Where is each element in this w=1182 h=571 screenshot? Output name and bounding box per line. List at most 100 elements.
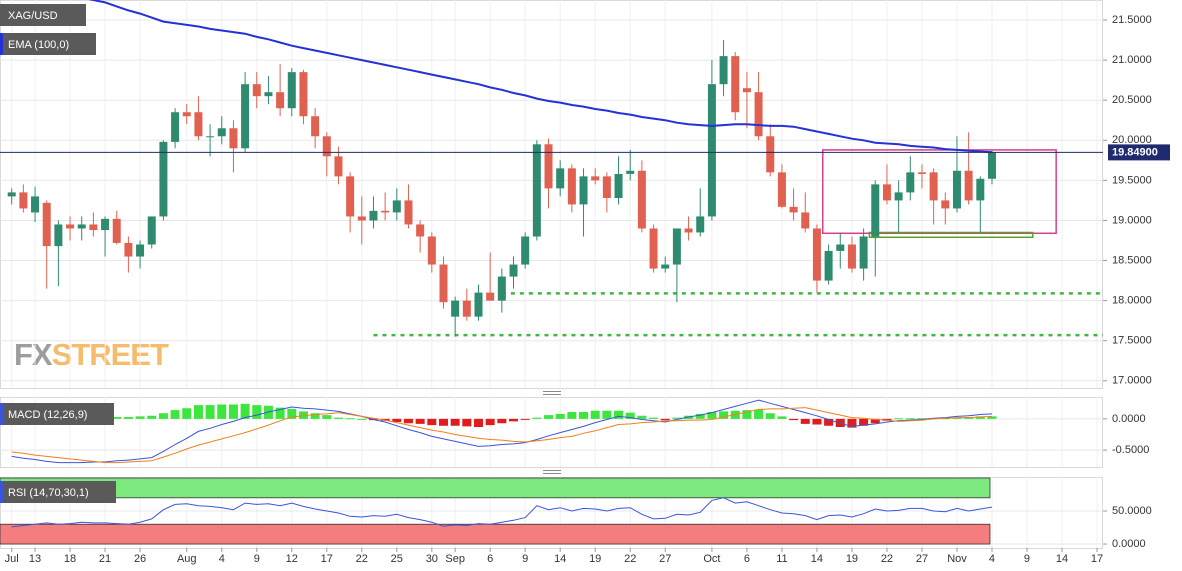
macd-bar: [765, 413, 775, 419]
x-tick-label: 30: [426, 553, 438, 565]
candle-body: [42, 202, 51, 247]
macd-bar: [403, 418, 413, 424]
x-tick-label: 18: [64, 553, 76, 565]
candle-body: [754, 92, 763, 137]
x-tick-label: 19: [589, 553, 601, 565]
candle-body: [31, 196, 40, 213]
macd-bar: [567, 412, 577, 419]
macd-bar: [579, 412, 589, 419]
macd-bar: [275, 407, 285, 419]
candle-body: [684, 228, 693, 233]
y-tick-label: 17.0000: [1112, 375, 1152, 387]
annotation-box: [868, 231, 1034, 239]
macd-bar: [824, 418, 834, 426]
rsi-band: [0, 477, 991, 499]
candle-body: [182, 112, 191, 117]
candle-body: [54, 224, 63, 247]
macd-bar: [649, 417, 659, 419]
macd-bar: [509, 418, 519, 422]
macd-bar: [847, 418, 857, 428]
macd-bar: [975, 416, 985, 419]
candle-body: [299, 72, 308, 117]
y-tick-label: 20.5000: [1112, 94, 1152, 106]
candle-body: [917, 172, 926, 174]
candle-body: [567, 168, 576, 205]
macd-bar: [357, 418, 367, 420]
x-tick-label: Nov: [947, 553, 967, 565]
candle-body: [287, 72, 296, 109]
candle-body: [357, 216, 366, 221]
x-tick-label: 27: [916, 553, 928, 565]
macd-bar: [158, 413, 168, 419]
candle-body: [311, 116, 320, 137]
candle-body: [719, 56, 728, 85]
candle-body: [147, 216, 156, 245]
macd-bar: [287, 408, 297, 419]
x-tick-label: 17: [1091, 553, 1103, 565]
candle-body: [497, 276, 506, 301]
candle-body: [252, 84, 261, 97]
candle-body: [101, 218, 110, 231]
last-price-box: [1108, 144, 1170, 161]
candle-body: [381, 210, 390, 213]
candle-body: [136, 244, 145, 257]
x-tick-label: 27: [659, 553, 671, 565]
series-line: [11, 399, 993, 464]
x-tick-label: 17: [321, 553, 333, 565]
candle-body: [66, 224, 75, 229]
macd-bar: [228, 404, 238, 419]
x-tick-label: 6: [487, 553, 493, 565]
macd-bar: [182, 408, 192, 419]
candle-body: [672, 228, 681, 265]
candle-body: [544, 144, 553, 189]
candle-body: [894, 192, 903, 201]
x-tick-label: 9: [522, 553, 528, 565]
macd-bar: [894, 418, 904, 420]
series-line: [11, 407, 993, 464]
y-tick-label: 0.0000: [1112, 413, 1146, 425]
y-tick-label: 19.5000: [1112, 174, 1152, 186]
macd-bar: [147, 415, 157, 419]
y-tick-label: 18.0000: [1112, 295, 1152, 307]
macd-bar: [742, 410, 752, 419]
candle-body: [626, 170, 635, 174]
candle-body: [789, 206, 798, 213]
macd-bar: [660, 418, 670, 421]
macd-bar: [438, 418, 448, 426]
x-tick-label: 19: [846, 553, 858, 565]
x-tick-label: Jul: [5, 553, 19, 565]
candle-body: [742, 88, 751, 93]
x-tick-label: Oct: [703, 553, 720, 565]
candle-body: [614, 173, 623, 199]
price-panel: [0, 0, 1103, 389]
macd-bar: [345, 418, 355, 420]
y-tick-label: 19.0000: [1112, 214, 1152, 226]
candle-body: [707, 84, 716, 217]
candle-body: [7, 192, 16, 197]
series-line: [11, 497, 993, 528]
candle-body: [591, 176, 600, 181]
macd-bar: [112, 417, 122, 419]
macd-bar: [952, 417, 962, 419]
candle-body: [416, 224, 425, 237]
candle-body: [882, 184, 891, 201]
plot-area: [0, 0, 1103, 388]
macd-bar: [427, 418, 437, 426]
macd-bar: [870, 418, 880, 424]
legend-ema: EMA (100,0): [8, 39, 69, 51]
legend: XAG/USD EMA (100,0) MACD (12,26,9) RSI (…: [0, 4, 116, 503]
candle-body: [777, 172, 786, 207]
candle-body: [661, 264, 670, 269]
x-tick-label: 13: [29, 553, 41, 565]
macd-bar: [450, 418, 460, 426]
legend-swatch: [0, 33, 3, 55]
y-tick-label: 17.5000: [1112, 335, 1152, 347]
candle-body: [836, 244, 845, 251]
candle-body: [19, 192, 28, 209]
x-tick-label: Sep: [445, 553, 465, 565]
candle-body: [346, 176, 355, 217]
candle-body: [206, 136, 215, 138]
rsi-band: [0, 523, 991, 545]
